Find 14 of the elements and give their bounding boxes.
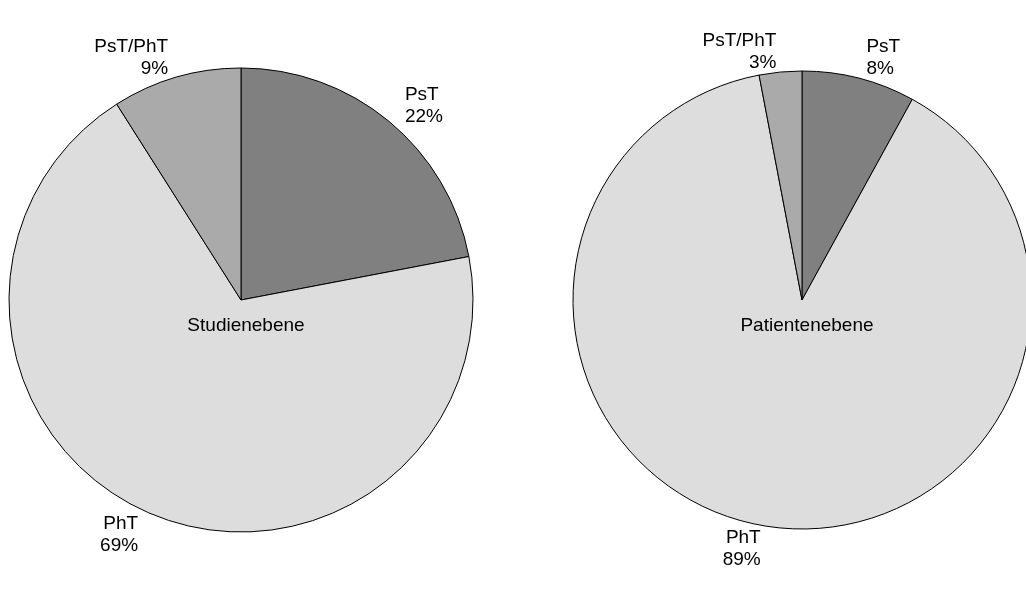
data-label: 3%	[748, 50, 777, 72]
slice-label: PsT/PhT	[702, 28, 777, 50]
data-label: 9%	[140, 56, 169, 78]
slice-label: PhT	[103, 511, 139, 533]
slice-label: PsT	[866, 35, 901, 57]
text: Studienebene	[187, 314, 305, 335]
slice-label: PhT	[725, 526, 762, 548]
data-label: 69%	[100, 533, 139, 555]
data-label: 22%	[404, 104, 444, 126]
slice-label: PsT/PhT	[94, 34, 169, 56]
data-label: 8%	[866, 57, 894, 79]
text: Patientenebene	[740, 314, 874, 335]
data-label: 89%	[722, 548, 761, 570]
slice-label: PsT	[404, 82, 440, 104]
